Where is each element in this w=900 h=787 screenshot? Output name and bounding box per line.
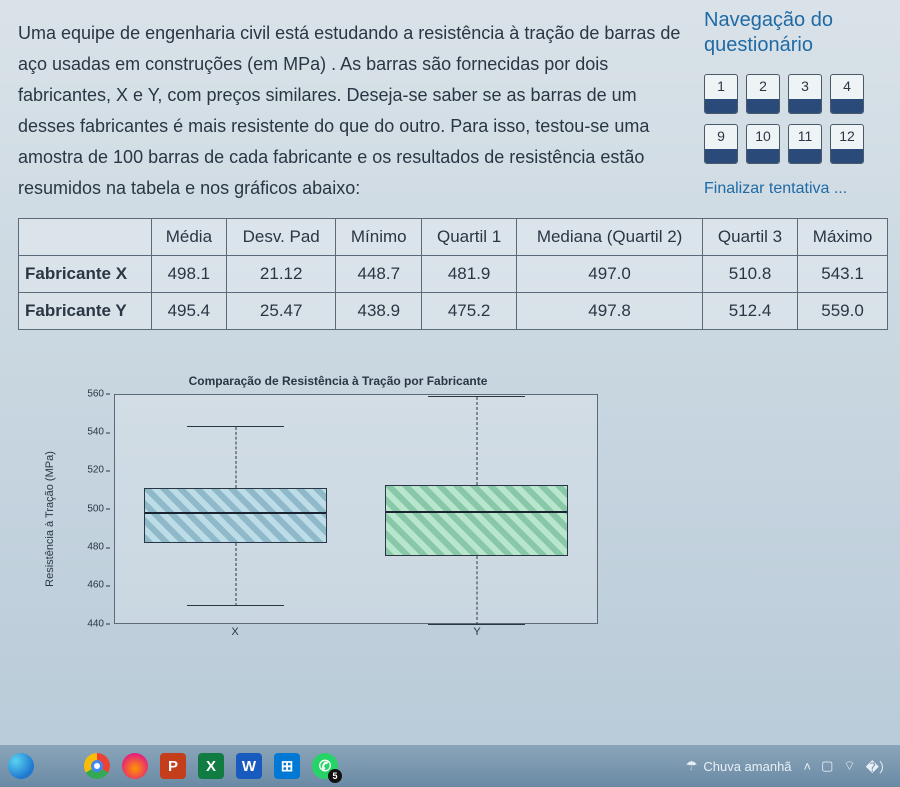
boxplot-chart: Comparação de Resistência à Tração por F…	[78, 374, 598, 644]
question-text: Uma equipe de engenharia civil está estu…	[18, 18, 698, 204]
cell: 510.8	[702, 255, 797, 292]
x-tick-label: X	[231, 626, 238, 638]
y-tick-label: 540	[87, 427, 104, 438]
cell: 498.1	[151, 255, 226, 292]
nav-question-2[interactable]: 2	[746, 74, 780, 114]
col-maximo: Máximo	[798, 218, 888, 255]
nav-question-3[interactable]: 3	[788, 74, 822, 114]
y-tick-label: 460	[87, 580, 104, 591]
taskbar-tray: ˄ ▢ ⌔ �）	[804, 757, 892, 776]
cell: 495.4	[151, 292, 226, 329]
tray-battery-icon[interactable]: ▢	[821, 758, 833, 774]
boxplot-box-X	[144, 488, 327, 543]
tray-wifi-icon[interactable]: �）	[866, 757, 892, 776]
y-tick-label: 520	[87, 465, 104, 476]
table-header-row: Média Desv. Pad Mínimo Quartil 1 Mediana…	[19, 218, 888, 255]
table-row: Fabricante Y 495.4 25.47 438.9 475.2 497…	[19, 292, 888, 329]
main-content: Uma equipe de engenharia civil está estu…	[0, 0, 770, 745]
cell: 25.47	[226, 292, 336, 329]
y-tick-label: 440	[87, 618, 104, 629]
x-labels: XY	[114, 626, 598, 644]
cell: 438.9	[336, 292, 422, 329]
col-minimo: Mínimo	[336, 218, 422, 255]
col-blank	[19, 218, 152, 255]
row-label-y: Fabricante Y	[19, 292, 152, 329]
finish-attempt-link[interactable]: Finalizar tentativa ...	[700, 180, 892, 198]
y-tick-label: 480	[87, 542, 104, 553]
col-quartil1: Quartil 1	[422, 218, 517, 255]
table-row: Fabricante X 498.1 21.12 448.7 481.9 497…	[19, 255, 888, 292]
row-label-x: Fabricante X	[19, 255, 152, 292]
taskbar-icons: PXW ⊞ ✆5	[8, 753, 338, 779]
stats-table: Média Desv. Pad Mínimo Quartil 1 Mediana…	[18, 218, 888, 330]
y-tick-label: 560	[87, 388, 104, 399]
cell: 559.0	[798, 292, 888, 329]
store-icon[interactable]: ⊞	[274, 753, 300, 779]
col-mediana: Mediana (Quartil 2)	[517, 218, 703, 255]
y-tick-label: 500	[87, 503, 104, 514]
chrome-icon[interactable]	[84, 753, 110, 779]
chart-body: Resistência à Tração (MPa) 4404604805005…	[78, 394, 598, 644]
sidebar-title-line2: questionário	[704, 34, 813, 56]
windows-taskbar: PXW ⊞ ✆5 ☂ Chuva amanhã ˄ ▢ ⌔ �）	[0, 745, 900, 787]
nav-question-12[interactable]: 12	[830, 124, 864, 164]
nav-row-1: 1 2 3 4	[700, 74, 892, 114]
x-tick-label: Y	[473, 626, 480, 638]
taskbar-weather[interactable]: ☂ Chuva amanhã	[686, 758, 792, 774]
plot-area	[114, 394, 598, 624]
badge: 5	[328, 769, 342, 783]
cell: 448.7	[336, 255, 422, 292]
quiz-navigation: Navegação do questionário 1 2 3 4 9 10 1…	[700, 0, 900, 198]
tray-network-icon[interactable]: ⌔	[843, 758, 855, 774]
nav-question-1[interactable]: 1	[704, 74, 738, 114]
ppt-icon[interactable]: P	[160, 753, 186, 779]
chart-title: Comparação de Resistência à Tração por F…	[78, 374, 598, 388]
edge-icon[interactable]	[8, 753, 34, 779]
cell: 21.12	[226, 255, 336, 292]
word-icon[interactable]: W	[236, 753, 262, 779]
weather-text: Chuva amanhã	[703, 759, 791, 774]
blank-icon[interactable]	[46, 753, 72, 779]
y-ticks: 440460480500520540560	[78, 394, 110, 624]
y-axis-label: Resistência à Tração (MPa)	[44, 451, 56, 587]
sidebar-title: Navegação do questionário	[700, 8, 892, 58]
nav-question-4[interactable]: 4	[830, 74, 864, 114]
whatsapp-icon[interactable]: ✆5	[312, 753, 338, 779]
nav-row-2: 9 10 11 12	[700, 124, 892, 164]
cell: 481.9	[422, 255, 517, 292]
boxplot-box-Y	[385, 485, 568, 556]
cell: 512.4	[702, 292, 797, 329]
excel-icon[interactable]: X	[198, 753, 224, 779]
nav-question-10[interactable]: 10	[746, 124, 780, 164]
sidebar-title-line1: Navegação do	[704, 9, 833, 31]
cell: 497.8	[517, 292, 703, 329]
col-desvpad: Desv. Pad	[226, 218, 336, 255]
cell: 475.2	[422, 292, 517, 329]
cell: 497.0	[517, 255, 703, 292]
nav-question-11[interactable]: 11	[788, 124, 822, 164]
tray-chevron-icon[interactable]: ˄	[804, 759, 812, 774]
col-quartil3: Quartil 3	[702, 218, 797, 255]
weather-icon: ☂	[686, 758, 698, 774]
col-media: Média	[151, 218, 226, 255]
cell: 543.1	[798, 255, 888, 292]
nav-question-9[interactable]: 9	[704, 124, 738, 164]
firefox-icon[interactable]	[122, 753, 148, 779]
